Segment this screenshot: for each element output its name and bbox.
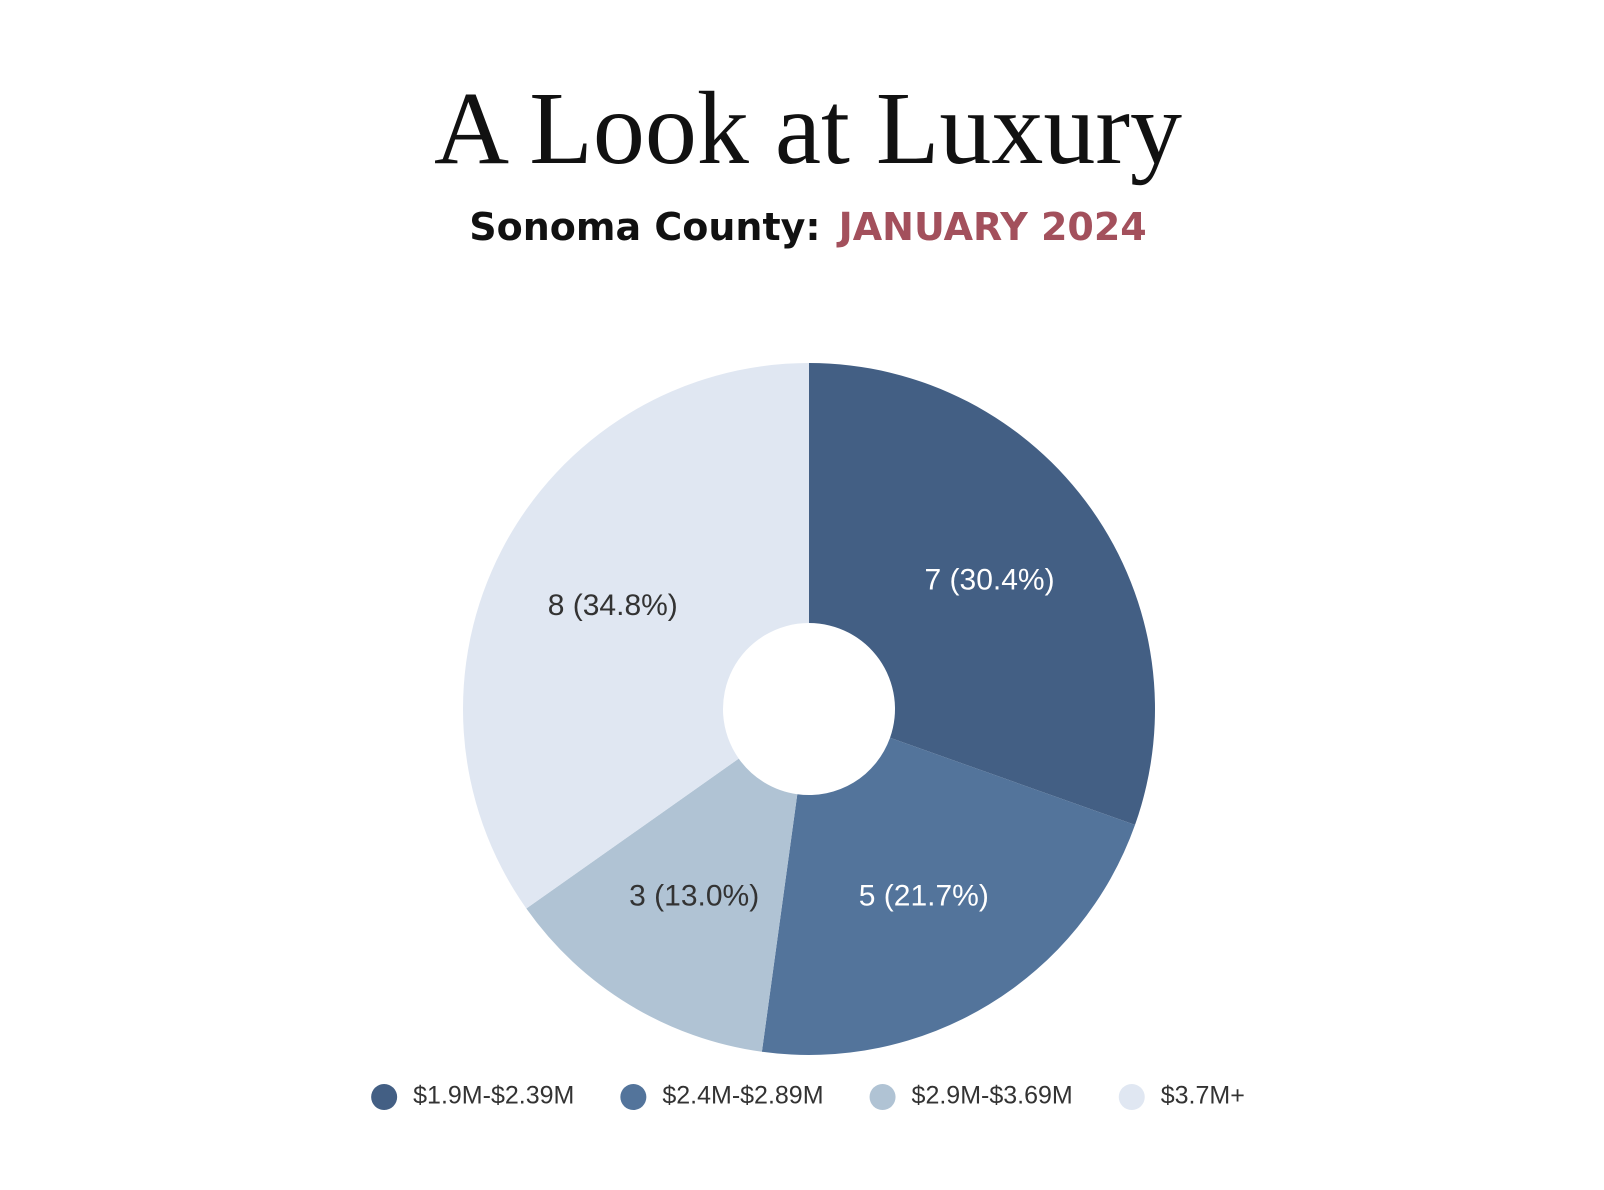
subtitle-place: Sonoma County: xyxy=(469,205,820,249)
legend-label: $2.4M-$2.89M xyxy=(662,1082,823,1110)
donut-slice xyxy=(526,758,798,1052)
legend-label: $1.9M-$2.39M xyxy=(413,1082,574,1110)
donut-slice xyxy=(761,737,1136,1055)
slice-label: 5 (21.7%) xyxy=(859,880,989,913)
legend-label: $3.7M+ xyxy=(1161,1082,1245,1110)
legend-marker xyxy=(620,1084,647,1110)
slice-label: 8 (34.8%) xyxy=(548,589,678,622)
legend-marker xyxy=(869,1084,896,1110)
donut-slice xyxy=(463,363,809,909)
subtitle-date: JANUARY 2024 xyxy=(836,205,1147,249)
legend-marker xyxy=(371,1084,398,1110)
legend-label: $2.9M-$3.69M xyxy=(912,1082,1073,1110)
legend-marker xyxy=(1118,1084,1145,1110)
donut-slice xyxy=(809,363,1156,825)
slice-label: 3 (13.0%) xyxy=(629,880,759,913)
slice-label: 7 (30.4%) xyxy=(925,563,1055,596)
subtitle: Sonoma County: JANUARY 2024 xyxy=(469,205,1146,249)
chart-title: A Look at Luxury xyxy=(434,71,1182,186)
